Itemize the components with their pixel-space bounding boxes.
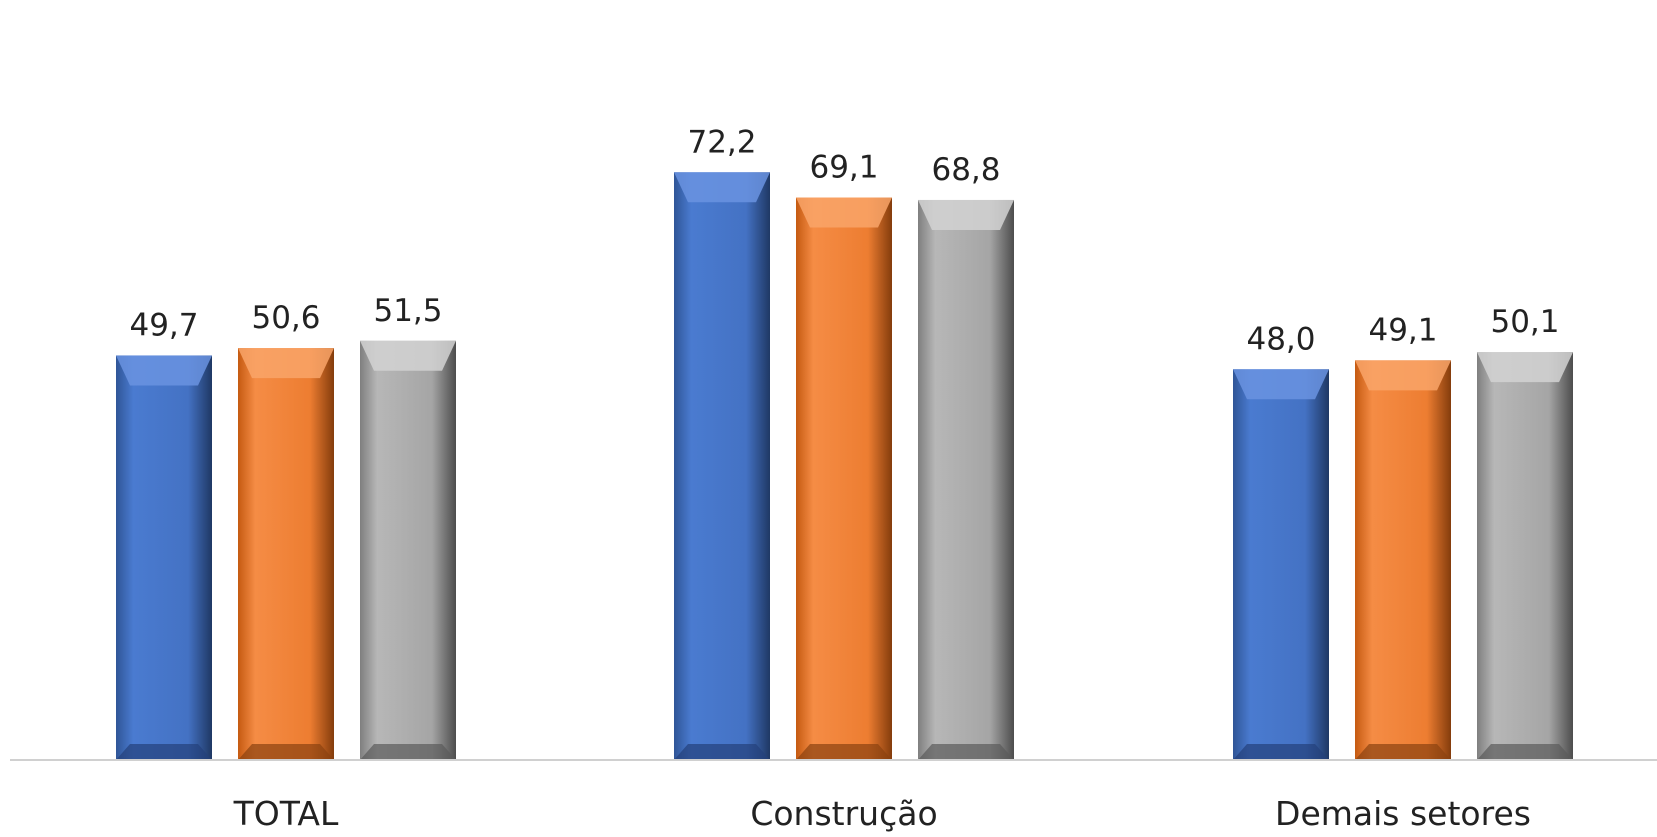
bars-layer — [116, 172, 1573, 761]
bar-body — [796, 197, 892, 760]
bar-body — [1355, 360, 1451, 760]
bar-bevel-bottom — [1477, 744, 1573, 760]
bar-bevel-top — [238, 348, 334, 379]
data-label: 49,7 — [129, 307, 198, 343]
bar-bevel-bottom — [360, 744, 456, 760]
data-label: 72,2 — [687, 124, 756, 160]
bar-bevel-bottom — [796, 744, 892, 760]
bar-bevel-top — [918, 199, 1014, 230]
value-labels-layer: 49,7 50,6 51,5 72,2 69,1 68,8 48,0 49,1 50,1 — [129, 124, 1559, 357]
bar — [918, 199, 1014, 760]
bar-bevel-bottom — [918, 744, 1014, 760]
bar-body — [918, 199, 1014, 760]
data-label: 51,5 — [373, 293, 442, 329]
bar-bevel-top — [360, 340, 456, 371]
data-label: 49,1 — [1368, 312, 1437, 348]
bar-body — [116, 355, 212, 760]
bar — [360, 340, 456, 760]
bar-bevel-top — [796, 197, 892, 228]
bar — [796, 197, 892, 760]
bar-bevel-top — [116, 355, 212, 386]
bar — [116, 355, 212, 760]
bar-body — [360, 340, 456, 760]
data-label: 50,6 — [251, 300, 320, 336]
bar-bevel-bottom — [238, 744, 334, 760]
bar-bevel-bottom — [1233, 744, 1329, 760]
bar-bevel-top — [674, 172, 770, 203]
data-label: 50,1 — [1490, 304, 1559, 340]
data-label: 48,0 — [1246, 321, 1315, 357]
bar-body — [674, 172, 770, 761]
bar-bevel-bottom — [674, 744, 770, 760]
category-labels-layer: TOTAL Construção Demais setores — [233, 794, 1531, 833]
bar-bevel-top — [1355, 360, 1451, 391]
data-label: 69,1 — [809, 150, 878, 186]
bar-body — [238, 348, 334, 760]
bar-body — [1477, 352, 1573, 760]
x-tick-label: TOTAL — [233, 794, 339, 833]
bar-bevel-bottom — [1355, 744, 1451, 760]
bar-bevel-bottom — [116, 744, 212, 760]
bar-bevel-top — [1477, 352, 1573, 383]
data-label: 68,8 — [931, 152, 1000, 188]
bar-bevel-top — [1233, 369, 1329, 400]
bar — [1233, 369, 1329, 760]
bar — [238, 348, 334, 760]
bar — [1477, 352, 1573, 760]
bar — [674, 172, 770, 761]
bar-body — [1233, 369, 1329, 760]
x-tick-label: Construção — [750, 794, 937, 833]
x-tick-label: Demais setores — [1275, 794, 1531, 833]
bar — [1355, 360, 1451, 760]
